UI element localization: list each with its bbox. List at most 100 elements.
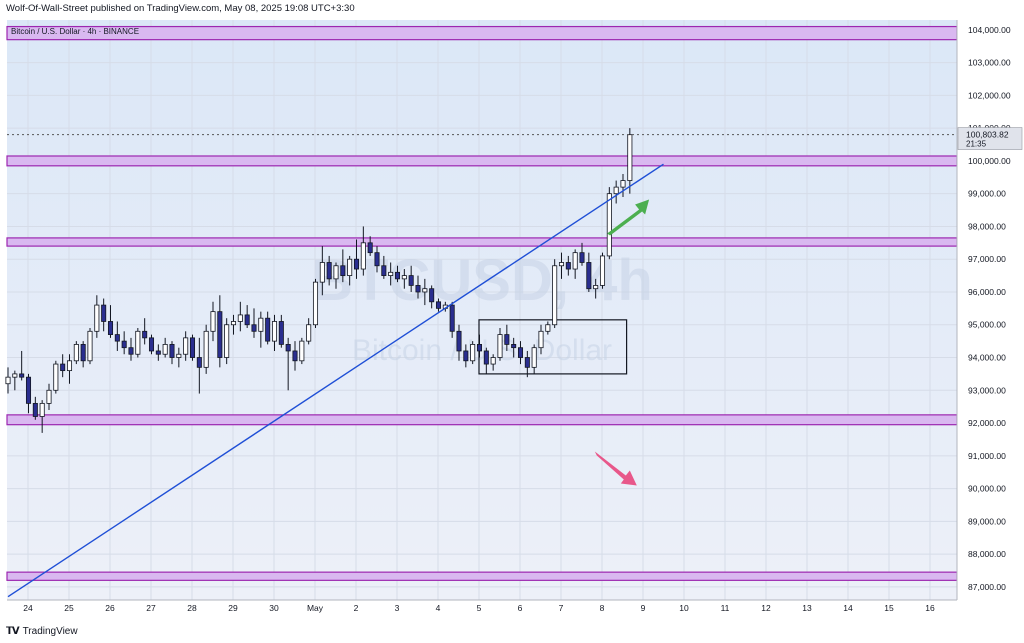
y-tick-label: 104,000.00 xyxy=(968,25,1011,35)
candle-body xyxy=(142,330,148,339)
candle-body xyxy=(148,337,155,352)
candle-body xyxy=(606,193,612,257)
candle-body xyxy=(470,344,476,362)
y-tick-label: 92,000.00 xyxy=(968,418,1006,428)
last-price-badge xyxy=(957,127,1023,150)
candle-body xyxy=(53,363,59,391)
x-tick-label: May xyxy=(307,603,324,613)
candle-body xyxy=(422,288,428,293)
candle-body xyxy=(60,363,66,372)
y-tick-label: 90,000.00 xyxy=(968,484,1006,494)
x-tick-label: 13 xyxy=(802,603,812,613)
candle-body xyxy=(599,255,606,286)
x-tick-label: 15 xyxy=(884,603,894,613)
candle-body xyxy=(504,334,510,345)
time-axis-labels: 24 25 26 27 28 29 30 May 2 3 4 5 6 7 8 9 10 11 12 13 14 15 16 xyxy=(23,603,935,613)
candle-body xyxy=(39,402,45,417)
x-tick-label: 27 xyxy=(146,603,156,613)
x-tick-label: 10 xyxy=(679,603,689,613)
y-tick-label: 102,000.00 xyxy=(968,90,1011,100)
candle-body xyxy=(552,265,558,326)
candle-body xyxy=(285,344,291,352)
candle-body xyxy=(579,252,585,263)
candle-body xyxy=(586,262,592,290)
x-tick-label: 24 xyxy=(23,603,33,613)
price-zone xyxy=(6,155,958,167)
candle-body xyxy=(511,344,517,349)
candle-body xyxy=(176,353,182,358)
tradingview-logo-icon: 𝗧𝗩 xyxy=(6,626,20,637)
candle-body xyxy=(627,134,633,181)
y-tick-label: 94,000.00 xyxy=(968,353,1006,363)
x-tick-label: 8 xyxy=(600,603,605,613)
candle-body xyxy=(210,311,216,332)
candle-body xyxy=(319,262,325,283)
x-tick-label: 29 xyxy=(228,603,238,613)
price-zone xyxy=(6,414,958,426)
candle-body xyxy=(32,402,38,417)
candle-body xyxy=(203,330,209,368)
grid-lines xyxy=(7,20,957,600)
candle-body xyxy=(408,275,414,286)
y-tick-label: 100,000.00 xyxy=(968,156,1011,166)
x-tick-label: 3 xyxy=(395,603,400,613)
candle-body xyxy=(265,317,271,342)
y-tick-label: 97,000.00 xyxy=(968,254,1006,264)
x-tick-label: 5 xyxy=(477,603,482,613)
x-tick-label: 26 xyxy=(105,603,115,613)
footer-brand[interactable]: 𝗧𝗩 TradingView xyxy=(6,626,78,637)
candle-body xyxy=(326,262,332,280)
x-tick-label: 28 xyxy=(187,603,197,613)
y-tick-label: 95,000.00 xyxy=(968,320,1006,330)
candle-body xyxy=(497,334,503,358)
candlestick-series xyxy=(5,128,633,433)
candle-body xyxy=(476,344,483,352)
candle-body xyxy=(456,330,462,352)
candle-body xyxy=(381,265,387,276)
candle-body xyxy=(217,311,223,358)
candle-body xyxy=(80,344,86,362)
candle-body xyxy=(463,350,469,362)
x-tick-label: 2 xyxy=(354,603,359,613)
time-axis[interactable] xyxy=(7,600,957,618)
candle-body xyxy=(545,324,551,332)
candle-body xyxy=(251,324,257,332)
candle-body xyxy=(415,285,421,293)
candle-body xyxy=(230,321,237,326)
candle-body xyxy=(278,321,284,345)
candle-body xyxy=(5,376,11,385)
candle-body xyxy=(435,301,442,309)
candle-body xyxy=(593,285,599,290)
y-tick-label: 88,000.00 xyxy=(968,549,1006,559)
candle-body xyxy=(531,347,537,368)
candle-body xyxy=(101,304,107,322)
y-tick-label: 103,000.00 xyxy=(968,58,1011,68)
x-tick-label: 30 xyxy=(269,603,279,613)
x-tick-label: 25 xyxy=(64,603,74,613)
candle-body xyxy=(449,304,455,332)
candle-body xyxy=(155,350,161,355)
candle-body xyxy=(196,357,202,368)
price-axis[interactable] xyxy=(957,20,1024,600)
footer-brand-label: TradingView xyxy=(22,626,78,637)
candle-body xyxy=(25,376,32,404)
candle-body xyxy=(388,271,394,276)
candle-body xyxy=(367,242,373,254)
direction-arrows xyxy=(594,199,650,486)
x-tick-label: 6 xyxy=(518,603,523,613)
publish-header: Wolf-Of-Wall-Street published on Trading… xyxy=(6,3,355,14)
y-tick-label: 93,000.00 xyxy=(968,385,1006,395)
candle-body xyxy=(333,265,339,280)
x-tick-label: 14 xyxy=(843,603,853,613)
candle-body xyxy=(517,347,524,358)
candle-body xyxy=(114,334,120,342)
resistance-support-zones xyxy=(6,25,958,581)
candle-body xyxy=(312,281,319,326)
candle-body xyxy=(565,262,571,270)
y-tick-label: 98,000.00 xyxy=(968,221,1006,231)
candle-body xyxy=(162,344,168,355)
x-tick-label: 4 xyxy=(436,603,441,613)
candle-body xyxy=(490,357,496,365)
